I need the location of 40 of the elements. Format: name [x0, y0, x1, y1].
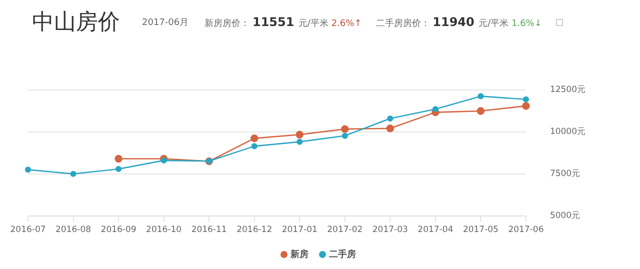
x-tick-label: 2016-07: [10, 225, 46, 236]
point: [250, 134, 258, 142]
legend-label: 新房: [290, 248, 308, 260]
point: [342, 132, 348, 139]
x-tick-label: 2016-10: [146, 225, 182, 236]
point: [296, 138, 303, 145]
x-tick-label: 2017-06: [508, 225, 544, 236]
x-tick-label: 2017-01: [282, 225, 318, 236]
point: [70, 170, 76, 177]
x-tick-label: 2016-12: [236, 225, 272, 236]
legend-label: 二手房: [329, 248, 356, 260]
point: [160, 157, 167, 164]
x-tick-label: 2016-09: [100, 225, 136, 236]
x-tick-label: 2017-02: [327, 225, 363, 236]
text: 新房房价： 11551 元/平米 2.6%↑: [204, 14, 362, 28]
chart-title: 中山房价: [32, 9, 120, 37]
x-tick-label: 2016-08: [56, 225, 92, 236]
y-tick-label: 12500元: [550, 84, 586, 96]
y-tick-label: 5000元: [550, 210, 581, 222]
point: [432, 106, 438, 112]
point: [522, 102, 530, 110]
point: [478, 93, 484, 100]
x-tick-label: 2017-04: [418, 225, 454, 236]
y-tick-label: 10000元: [550, 126, 586, 138]
point: [296, 130, 304, 138]
point: [476, 107, 485, 115]
x-tick-label: 2017-03: [372, 225, 408, 236]
x-tick-label: 2016-11: [191, 225, 227, 236]
chart-subtitle: 2017-06月: [142, 16, 189, 28]
point: [24, 166, 32, 173]
x-tick-label: 2017-05: [462, 225, 498, 236]
point: [522, 96, 530, 102]
point: [114, 154, 122, 163]
text: 二手房房价： 11940 元/平米 1.6%↓: [376, 14, 542, 28]
y-tick-label: 7500元: [550, 168, 581, 180]
point: [387, 115, 394, 122]
point: [251, 143, 258, 150]
point: [341, 125, 349, 133]
point: [115, 166, 122, 172]
point: [386, 124, 394, 132]
